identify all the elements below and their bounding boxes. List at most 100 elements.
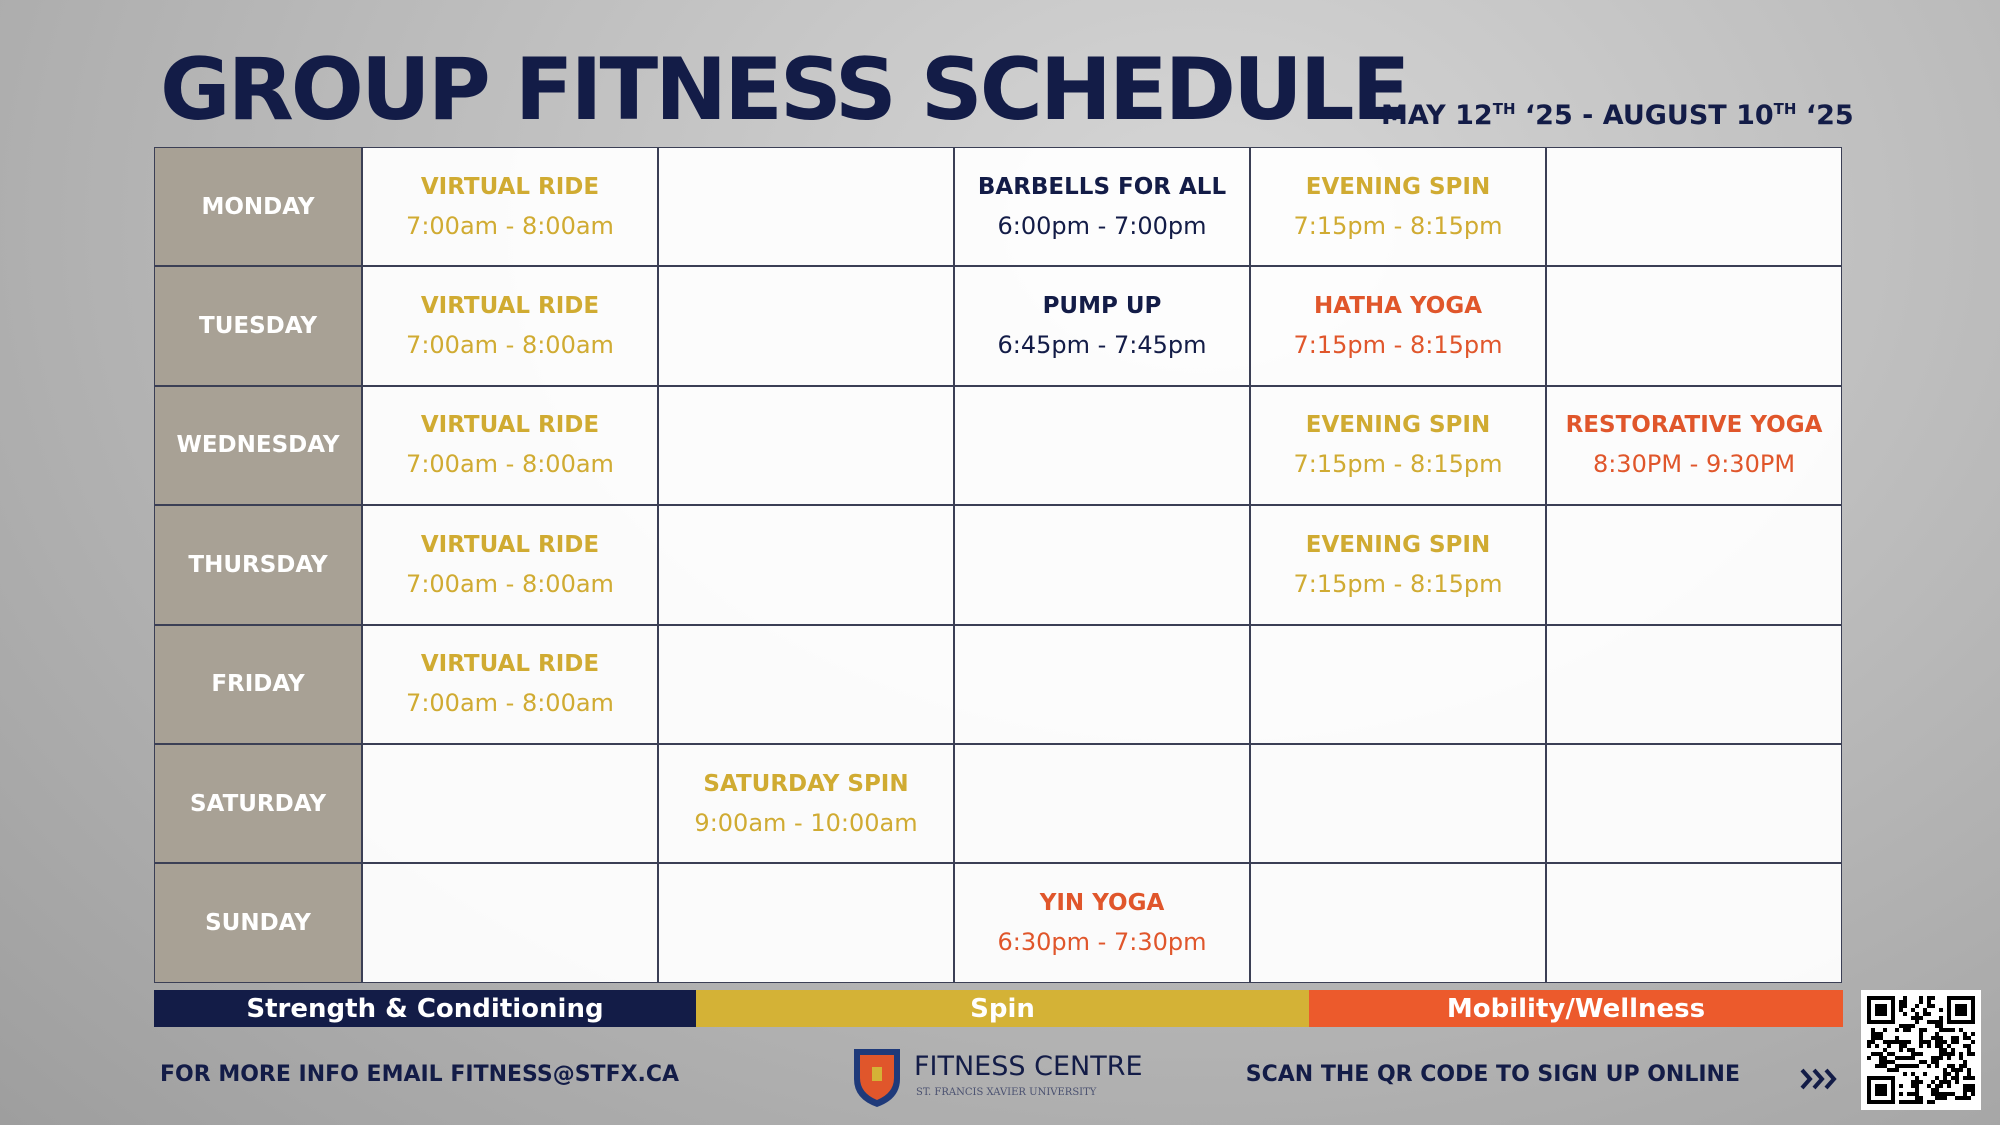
chevrons [1800, 1068, 1837, 1090]
class-name: EVENING SPIN [1305, 173, 1491, 200]
qr-module [1967, 1088, 1971, 1092]
qr-module [1951, 1028, 1955, 1032]
qr-module [1963, 1032, 1967, 1036]
qr-module [1915, 1076, 1919, 1080]
qr-module [1931, 1088, 1935, 1092]
day-label: MONDAY [154, 147, 362, 267]
class-cell [658, 624, 954, 744]
qr-module [1935, 1020, 1939, 1024]
class-name: BARBELLS FOR ALL [977, 173, 1227, 200]
class-cell [1546, 266, 1842, 386]
qr-module [1951, 1064, 1955, 1068]
qr-module [1907, 1024, 1911, 1028]
qr-module [1927, 996, 1931, 1000]
qr-module [1963, 1036, 1967, 1040]
qr-module [1951, 1036, 1955, 1040]
qr-module [1939, 1028, 1943, 1032]
class-name: HATHA YOGA [1313, 293, 1483, 320]
qr-module [1871, 1052, 1875, 1056]
class-cell [1250, 744, 1546, 864]
qr-module [1899, 1040, 1903, 1044]
arrows [1800, 1068, 1837, 1090]
qr-instruction: SCAN THE QR CODE TO SIGN UP ONLINE [1246, 1062, 1740, 1087]
class-cell [1546, 744, 1842, 864]
logo-title: FITNESS CENTRE [914, 1051, 1143, 1082]
qr-module [1919, 1032, 1923, 1036]
qr-module [1943, 1072, 1947, 1076]
date-part: MAY 12 [1381, 100, 1493, 131]
date-part: ‘25 - AUGUST 10 [1515, 100, 1774, 131]
qr-module [1915, 1100, 1919, 1104]
qr-module [1891, 1068, 1895, 1072]
qr-module [1895, 1028, 1899, 1032]
qr-module [1915, 1020, 1919, 1024]
qr-module [1903, 1040, 1907, 1044]
qr-module [1927, 1084, 1931, 1088]
qr-module [1963, 1044, 1967, 1048]
qr-module [1935, 1096, 1939, 1100]
qr-module [1947, 1072, 1951, 1076]
qr-module [1907, 1040, 1911, 1044]
qr-module [1967, 1052, 1971, 1056]
qr-finder [1875, 1004, 1887, 1016]
qr-module [1927, 1012, 1931, 1016]
qr-module [1867, 1040, 1871, 1044]
qr-module [1915, 1088, 1919, 1092]
day-label: WEDNESDAY [154, 385, 362, 506]
class-cell [658, 863, 954, 983]
qr-module [1903, 1072, 1907, 1076]
qr-module [1939, 1024, 1943, 1028]
qr-module [1947, 1028, 1951, 1032]
qr-module [1903, 1056, 1907, 1060]
qr-module [1967, 1084, 1971, 1088]
class-time: 7:00am - 8:00am [406, 450, 614, 479]
qr-module [1883, 1040, 1887, 1044]
qr-module [1879, 1060, 1883, 1064]
qr-module [1947, 1084, 1951, 1088]
class-cell: YIN YOGA 6:30pm - 7:30pm [954, 863, 1250, 983]
legend-item: Strength & Conditioning [154, 990, 696, 1027]
qr-module [1915, 1084, 1919, 1088]
qr-module [1939, 1092, 1943, 1096]
qr-module [1907, 1056, 1911, 1060]
qr-module [1919, 1028, 1923, 1032]
email-info: FOR MORE INFO EMAIL FITNESS@STFX.CA [160, 1062, 680, 1087]
qr-module [1935, 1060, 1939, 1064]
class-cell: EVENING SPIN 7:15pm - 8:15pm [1250, 147, 1546, 267]
class-name: EVENING SPIN [1305, 412, 1491, 439]
date-sup: TH [1492, 100, 1516, 118]
qr-module [1911, 1072, 1915, 1076]
qr-module [1951, 1068, 1955, 1072]
qr-module [1871, 1028, 1875, 1032]
qr-module [1907, 1028, 1911, 1032]
class-cell: EVENING SPIN 7:15pm - 8:15pm [1250, 505, 1546, 625]
class-name: VIRTUAL RIDE [420, 173, 600, 200]
qr-module [1939, 1052, 1943, 1056]
qr-module [1943, 1028, 1947, 1032]
qr-module [1955, 1040, 1959, 1044]
qr-module [1971, 1076, 1975, 1080]
qr-module [1887, 1040, 1891, 1044]
class-cell [1250, 863, 1546, 983]
qr-module [1891, 1052, 1895, 1056]
qr-module [1939, 1084, 1943, 1088]
qr-module [1951, 1040, 1955, 1044]
day-label: THURSDAY [154, 505, 362, 625]
class-cell: PUMP UP 6:45pm - 7:45pm [954, 266, 1250, 386]
qr-module [1879, 1032, 1883, 1036]
qr-module [1947, 1056, 1951, 1060]
qr-module [1927, 1044, 1931, 1048]
qr-code[interactable] [1861, 990, 1981, 1110]
qr-module [1915, 1080, 1919, 1084]
qr-module [1911, 1048, 1915, 1052]
class-name: RESTORATIVE YOGA [1565, 412, 1823, 439]
class-cell [1546, 624, 1842, 744]
class-time: 6:30pm - 7:30pm [997, 928, 1207, 957]
qr-module [1899, 1084, 1903, 1088]
qr-module [1919, 1096, 1923, 1100]
qr-module [1943, 1052, 1947, 1056]
qr-module [1879, 1036, 1883, 1040]
class-cell: SATURDAY SPIN 9:00am - 10:00am [658, 744, 954, 864]
qr-module [1967, 1096, 1971, 1100]
qr-module [1911, 1056, 1915, 1060]
